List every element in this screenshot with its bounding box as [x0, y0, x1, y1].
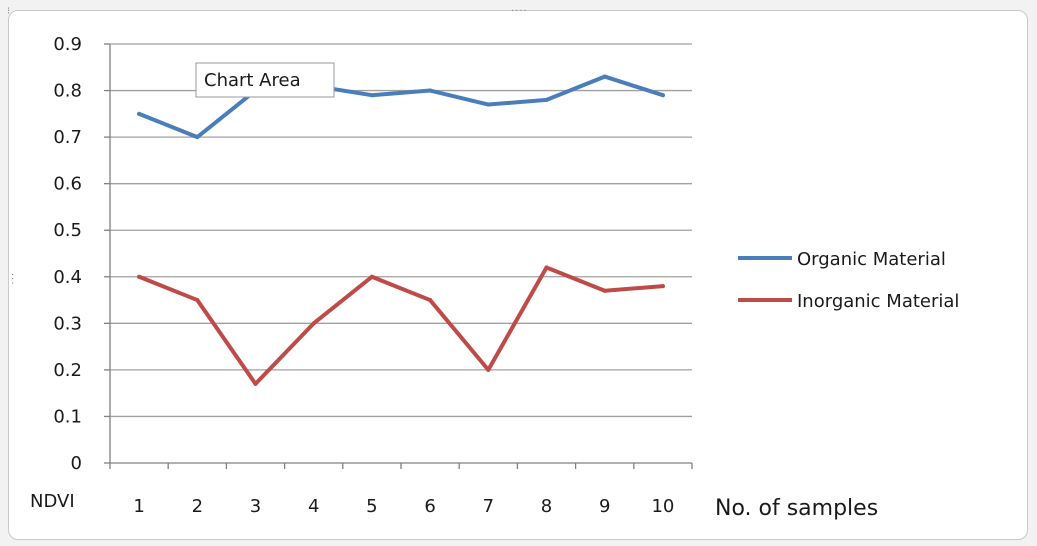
x-tick-label: 10 [651, 496, 674, 517]
x-tick-label: 3 [250, 496, 261, 517]
data-point [428, 298, 433, 303]
tooltip-label: Chart Area [204, 70, 301, 91]
legend-entry-label: Organic Material [797, 249, 946, 270]
data-point [369, 274, 374, 279]
data-point [369, 93, 374, 98]
axes [104, 43, 693, 469]
y-tick-label: 0 [71, 453, 82, 474]
y-tick-label: 0.3 [53, 313, 82, 334]
y-tick-label: 0.8 [53, 81, 82, 102]
data-point [602, 74, 607, 79]
gridlines [110, 43, 692, 418]
series-line-2 [137, 265, 665, 386]
x-tick-label: 5 [366, 496, 377, 517]
series-lines [137, 74, 665, 386]
data-point [311, 321, 316, 326]
resize-handle-left[interactable]: ··· [6, 273, 17, 286]
y-tick-label: 0.5 [53, 220, 82, 241]
x-tick-label: 4 [308, 496, 319, 517]
x-tick-label: 6 [424, 496, 435, 517]
resize-handle-corner[interactable]: ⁝ [7, 6, 12, 17]
data-point [544, 265, 549, 270]
y-tick-label: 0.1 [53, 406, 82, 427]
y-axis-label: NDVI [30, 491, 75, 512]
x-tick-label: 2 [192, 496, 203, 517]
x-tick-label: 1 [133, 496, 144, 517]
x-axis-label: No. of samples [715, 496, 878, 521]
data-point [486, 367, 491, 372]
y-tick-label: 0.2 [53, 360, 82, 381]
x-tick-label: 8 [541, 496, 552, 517]
y-tick-label: 0.7 [53, 127, 82, 148]
chart-area-tooltip: Chart Area [195, 62, 335, 98]
legend-entry-label: Inorganic Material [797, 291, 959, 312]
tick-labels: 0 0.1 0.2 0.3 0.4 0.5 0.6 0.7 0.8 0.9 1 2 3 4 5 6 7 8 9 10 [53, 34, 674, 517]
y-tick-label: 0.6 [53, 174, 82, 195]
x-tick-label: 9 [599, 496, 610, 517]
data-point [195, 135, 200, 140]
legend[interactable]: Organic Material Inorganic Material [738, 249, 959, 312]
y-tick-label: 0.4 [53, 267, 82, 288]
data-point [253, 381, 258, 386]
resize-handle-top[interactable]: ···· [511, 6, 528, 17]
x-tick-label: 7 [483, 496, 494, 517]
data-point [137, 111, 142, 116]
data-point [486, 102, 491, 107]
y-tick-label: 0.9 [53, 34, 82, 55]
data-point [428, 88, 433, 93]
data-point [195, 298, 200, 303]
data-point [602, 288, 607, 293]
data-point [544, 97, 549, 102]
data-point [660, 284, 665, 289]
data-point [137, 274, 142, 279]
data-point [660, 93, 665, 98]
chart-area[interactable]: ···· ··· ⁝ [6, 6, 1028, 540]
series-line-1 [137, 74, 665, 140]
